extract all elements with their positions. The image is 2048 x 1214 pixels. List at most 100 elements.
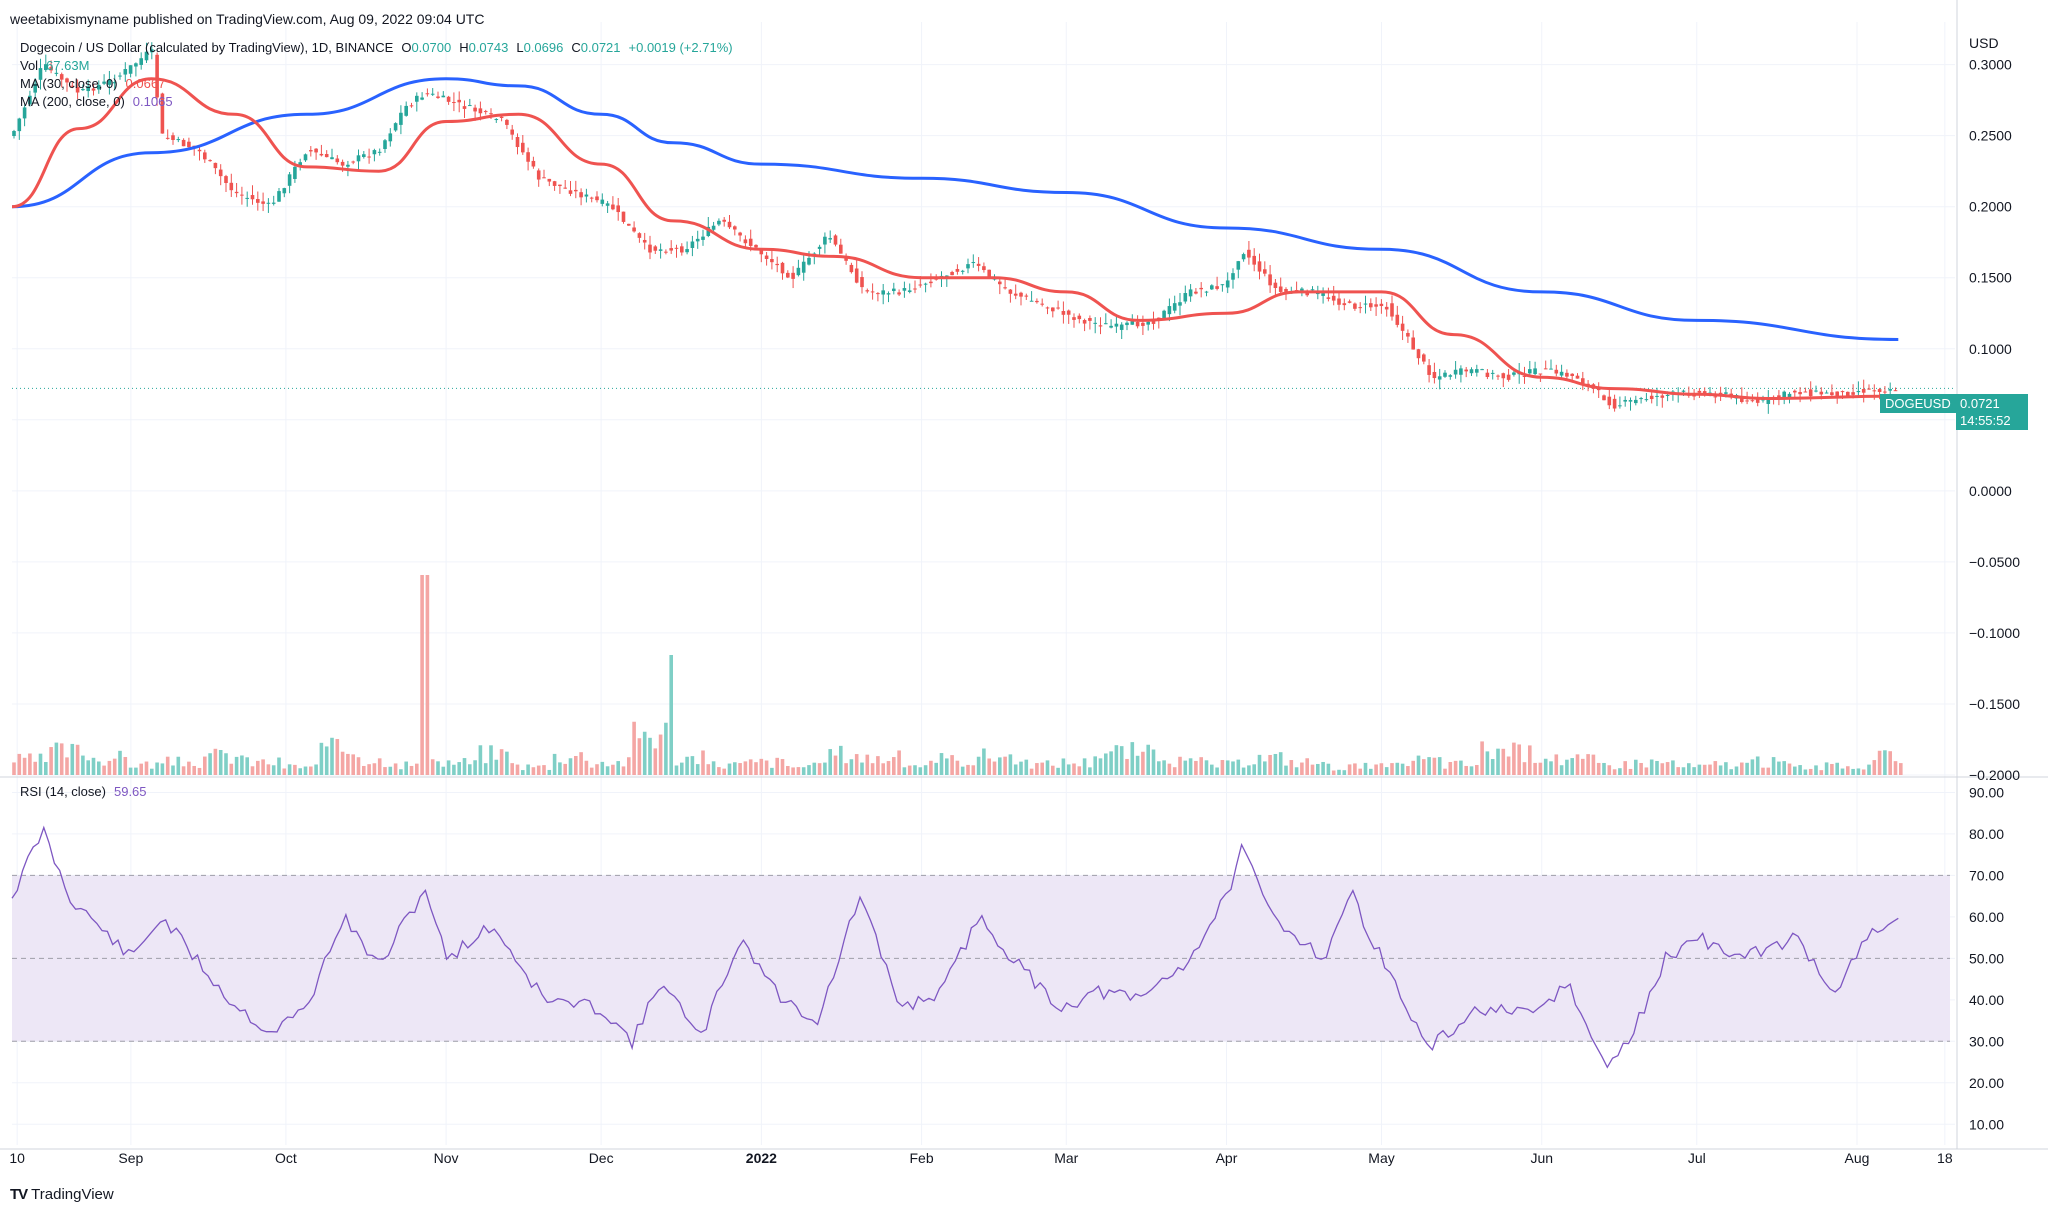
- candle-body: [1660, 395, 1665, 398]
- candle-body: [690, 241, 695, 248]
- volume-bar: [171, 765, 175, 775]
- symbol-title[interactable]: Dogecoin / US Dollar (calculated by Trad…: [20, 40, 394, 55]
- volume-bar: [929, 760, 933, 775]
- time-tick-label: Sep: [118, 1150, 143, 1166]
- volume-bar: [1183, 760, 1188, 775]
- candle-body: [118, 75, 122, 77]
- candle-body: [1549, 368, 1553, 370]
- volume-bar: [208, 753, 212, 775]
- candle-body: [97, 84, 101, 90]
- candle-body: [860, 277, 864, 288]
- volume-bar: [807, 765, 811, 775]
- volume-bar: [1528, 745, 1532, 775]
- volume-bar: [1284, 765, 1288, 775]
- candle-body: [1167, 306, 1172, 315]
- volume-bar: [1358, 768, 1362, 775]
- volume-bars: [12, 575, 1903, 775]
- volume-bar: [234, 756, 239, 775]
- volume-bar: [1331, 770, 1336, 775]
- volume-bar: [107, 760, 112, 775]
- candle-body: [1379, 303, 1384, 307]
- candle-body: [536, 170, 541, 180]
- volume-bar: [685, 756, 689, 775]
- candle-body: [1247, 249, 1251, 258]
- candle-body: [680, 246, 684, 253]
- volume-bar: [436, 761, 440, 775]
- candle-body: [1416, 349, 1421, 359]
- volume-bar: [913, 765, 917, 775]
- tradingview-logo-icon: TV: [10, 1186, 28, 1203]
- ma30-legend[interactable]: MA (30, close, 0) 0.0667: [20, 76, 165, 91]
- candle-body: [616, 205, 620, 213]
- volume-bar: [1427, 757, 1431, 775]
- candle-body: [499, 116, 504, 118]
- volume-bar: [886, 761, 891, 775]
- price-axis[interactable]: USD0.30000.25000.20000.15000.10000.05000…: [1969, 35, 2020, 783]
- candle-body: [218, 169, 223, 177]
- candle-body: [664, 251, 668, 253]
- volume-bar: [1125, 758, 1129, 775]
- candle-body: [165, 137, 170, 139]
- brand-name: TradingView: [31, 1186, 114, 1203]
- main-legend[interactable]: Dogecoin / US Dollar (calculated by Trad…: [20, 40, 733, 55]
- volume-bar: [1390, 763, 1394, 775]
- volume-bar: [1586, 754, 1590, 775]
- candle-body: [330, 157, 334, 160]
- candle-body: [1702, 391, 1707, 395]
- candle-body: [1459, 368, 1463, 375]
- volume-bar: [589, 767, 594, 775]
- candle-body: [1437, 376, 1442, 380]
- candle-body: [1257, 261, 1262, 272]
- volume-bar: [674, 765, 679, 775]
- volume-bar: [960, 766, 965, 775]
- volume-bar: [1750, 759, 1755, 775]
- rsi-legend[interactable]: RSI (14, close) 59.65: [20, 784, 147, 799]
- low-value: 0.0696: [523, 40, 564, 55]
- candle-body: [701, 236, 705, 240]
- volume-bar: [536, 765, 541, 775]
- volume-bar: [558, 762, 562, 775]
- candle-body: [346, 164, 350, 167]
- candle-body: [1649, 395, 1654, 400]
- volume-bar: [266, 764, 271, 775]
- volume-legend[interactable]: Vol 67.63M: [20, 58, 89, 73]
- brand[interactable]: TV TradingView: [10, 1186, 114, 1203]
- candle-body: [1512, 372, 1516, 375]
- candle-body: [494, 119, 499, 121]
- candle-body: [1528, 369, 1532, 374]
- candle-body: [828, 238, 832, 240]
- volume-bar: [478, 745, 483, 775]
- candle-body: [1077, 315, 1082, 320]
- volume-bar: [1278, 752, 1283, 775]
- volume-bar: [1119, 746, 1124, 775]
- candle-body: [733, 226, 737, 230]
- candle-body: [224, 176, 228, 183]
- ma30-path: [11, 77, 1899, 401]
- rsi-axis[interactable]: 90.00 80.00 70.00 60.00 50.00 40.00 30.00 20.00…: [1969, 784, 2004, 1132]
- candle-body: [351, 161, 355, 163]
- time-axis[interactable]: 10 Sep Oct Nov Dec 2022 Feb Mar Apr May Jun Jul Aug 1…: [9, 1150, 1952, 1166]
- volume-bar: [1559, 765, 1564, 775]
- candle-body: [605, 203, 610, 206]
- volume-bar: [1803, 769, 1808, 775]
- candle-body: [844, 257, 848, 261]
- ma200-legend[interactable]: MA (200, close, 0) 0.1065: [20, 94, 173, 109]
- candle-body: [907, 290, 912, 292]
- volume-bar: [1151, 749, 1156, 775]
- ma200-label: MA (200, close, 0): [20, 94, 125, 109]
- volume-bar: [1056, 767, 1060, 775]
- volume-bar: [362, 765, 366, 775]
- volume-bar: [240, 755, 244, 775]
- candle-body: [261, 201, 265, 204]
- volume-bar: [33, 761, 37, 775]
- ma30-label: MA (30, close, 0): [20, 76, 118, 91]
- candle-body: [1172, 303, 1177, 311]
- candle-body: [1353, 303, 1357, 309]
- candle-body: [574, 189, 578, 192]
- candle-body: [1543, 368, 1548, 370]
- candle-body: [234, 191, 239, 194]
- volume-bar: [1554, 754, 1559, 775]
- volume-bar: [224, 753, 228, 775]
- candle-body: [1867, 388, 1871, 390]
